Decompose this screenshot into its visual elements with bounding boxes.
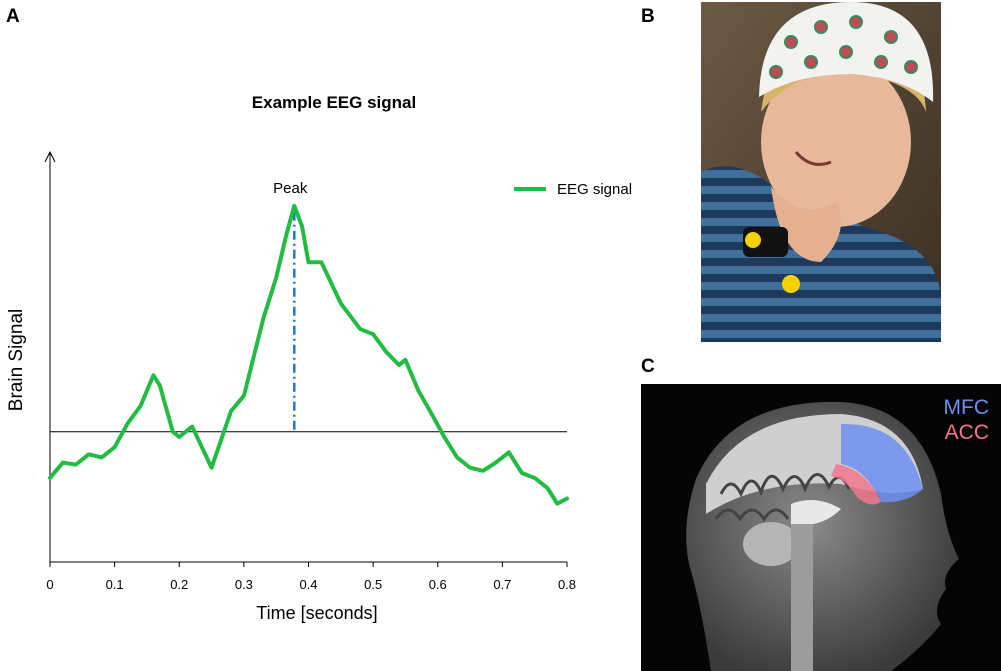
x-axis-label: Time [seconds] (256, 603, 377, 623)
panel-label-b: B (641, 6, 655, 27)
x-tick-label: 0.6 (429, 577, 447, 592)
y-axis-arrow-icon (44, 150, 56, 163)
x-tick-label: 0.1 (106, 577, 124, 592)
sagittal-mri-image: MFC ACC (641, 384, 1001, 671)
child-eeg-cap-photo (701, 2, 941, 342)
eeg-signal-line (48, 203, 569, 506)
x-tick-label: 0.7 (493, 577, 511, 592)
peak-annotation: Peak (273, 180, 308, 197)
x-ticks: 0 0.1 0.2 0.3 0.4 0.5 0.6 0.7 0.8 (46, 562, 576, 592)
x-tick-label: 0.3 (235, 577, 253, 592)
panel-label-a: A (6, 6, 20, 27)
panel-label-c: C (641, 356, 655, 377)
chart-title: Example EEG signal (252, 93, 416, 112)
mfc-label: MFC (943, 396, 990, 419)
x-tick-label: 0.4 (299, 577, 317, 592)
eeg-line-chart: Example EEG signal 0 0.1 0.2 0.3 0.4 0.5 0.6 0.… (6, 93, 632, 623)
legend-label: EEG signal (557, 181, 632, 198)
y-axis-label: Brain Signal (6, 309, 27, 411)
y-axis (44, 150, 56, 562)
x-tick-label: 0.8 (558, 577, 576, 592)
x-tick-label: 0.5 (364, 577, 382, 592)
acc-label: ACC (944, 421, 989, 444)
x-tick-label: 0 (46, 577, 53, 592)
x-tick-label: 0.2 (170, 577, 188, 592)
legend: EEG signal (514, 181, 632, 198)
